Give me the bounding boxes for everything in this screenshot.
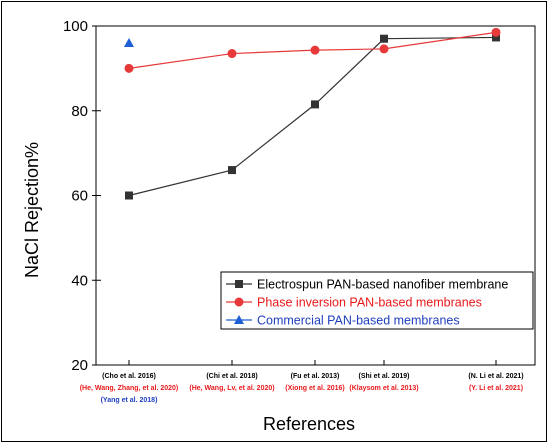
series-2 [124,27,501,73]
x-category-label: (Cho et al. 2016) [102,373,156,380]
x-category-label: (Xiong et al. 2016) [285,385,345,392]
circle-marker [227,49,237,59]
x-category-label: (He, Wang, Lv, et al. 2020) [189,385,274,392]
legend-item: Electrospun PAN-based nanofiber membrane [226,278,508,292]
x-category-label: (Fu et al. 2013) [291,373,340,380]
x-category-label: (Yang et al. 2018) [101,397,158,404]
triangle-marker [124,37,134,47]
square-marker [311,100,319,109]
x-category-label: (Chi et al. 2018) [206,373,257,380]
y-tick-label: 40 [71,272,88,289]
x-category-label: (He, Wang, Zhang, et al. 2020) [80,385,179,392]
x-category-label: (Y. Li et al. 2021) [469,385,523,392]
square-marker [380,34,388,43]
y-ticks: 20 40 60 80 100 [63,18,497,374]
circle-marker [310,45,320,55]
legend-label: Phase inversion PAN-based membranes [257,296,482,310]
circle-marker [491,27,501,37]
legend-box [220,271,534,330]
square-marker [492,33,500,42]
y-tick-label: 100 [63,18,88,35]
y-axis-title: NaCl Rejection% [22,142,42,278]
x-category-labels: (Cho et al. 2016) (He, Wang, Zhang, et al… [80,373,524,404]
legend-label: Commercial PAN-based membranes [257,314,460,328]
circle-marker [124,63,134,73]
series-3 [124,37,134,47]
square-marker [235,280,243,288]
series-line [128,36,497,197]
square-marker [125,191,133,200]
x-axis-title: References [263,414,355,434]
y-tick-label: 20 [71,357,88,374]
triangle-marker [234,315,244,324]
circle-marker [234,297,244,307]
y-tick-label: 60 [71,188,88,205]
x-category-label: (N. Li et al. 2021) [468,373,523,380]
square-marker [228,166,236,175]
legend-label: Electrospun PAN-based nanofiber membrane [257,278,508,292]
legend: Electrospun PAN-based nanofiber membrane… [220,271,534,330]
x-category-label: (Shi et al. 2019) [359,373,410,380]
circle-marker [379,44,389,54]
legend-item: Phase inversion PAN-based membranes [226,296,482,310]
legend-item: Commercial PAN-based membranes [226,314,460,328]
y-tick-label: 80 [71,103,88,120]
series-1 [125,33,500,200]
x-category-label: (Klaysom et al. 2013) [349,385,418,392]
series [124,27,501,200]
